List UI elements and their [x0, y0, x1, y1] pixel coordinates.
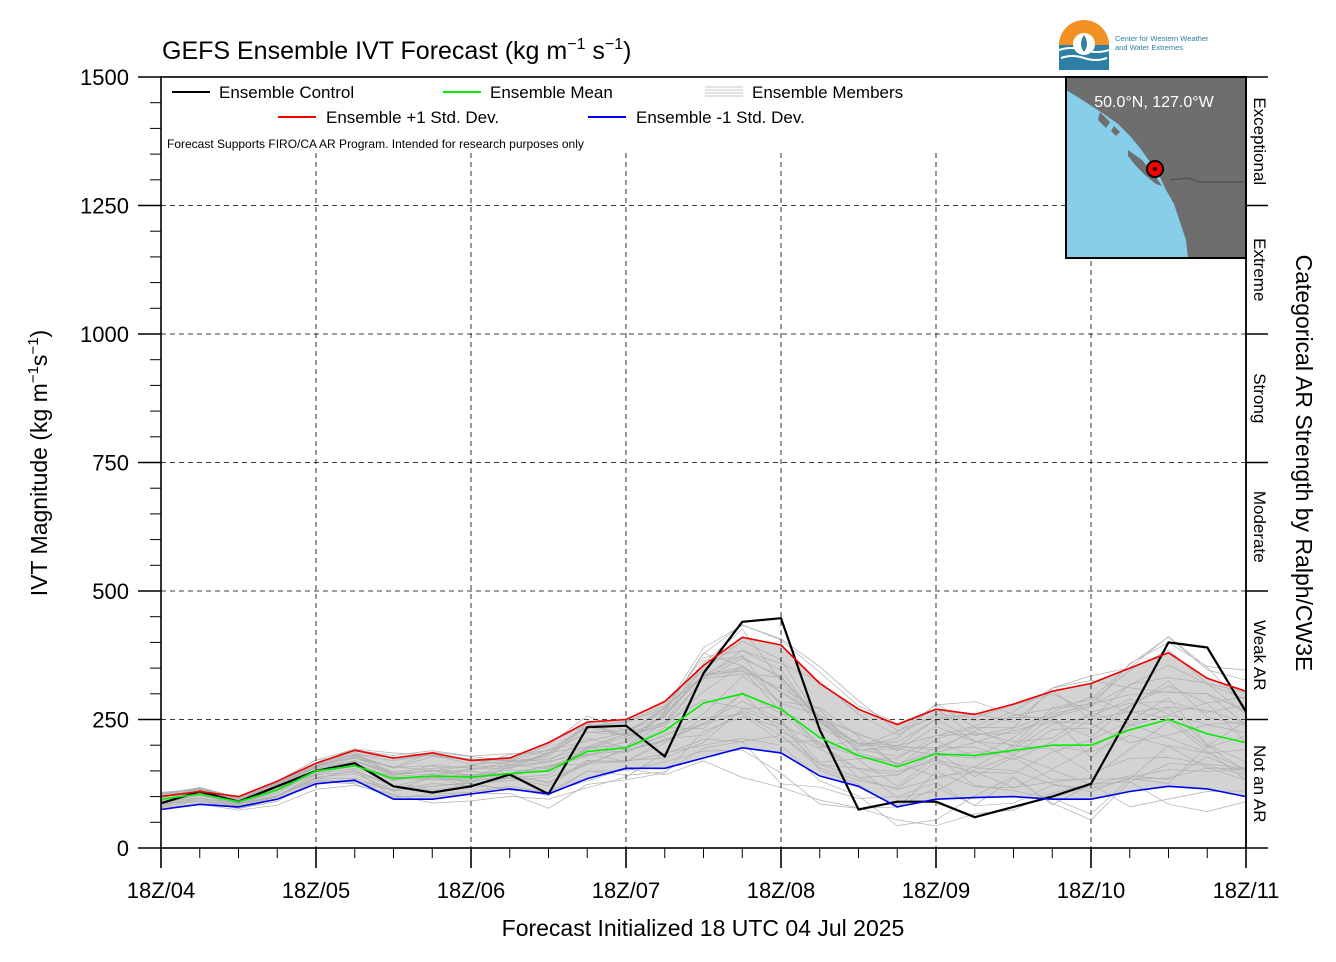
droplet-icon	[1081, 35, 1087, 52]
axes: 0 250 500 750 1000 1250 1500 18Z/04 18Z/05 18Z/06…	[80, 65, 1279, 903]
map-islets	[1098, 112, 1120, 136]
category-label: Not an AR	[1250, 745, 1269, 823]
y-tick-label: 0	[117, 836, 129, 861]
y-tick-label: 750	[92, 451, 129, 476]
legend-members-swatch	[705, 86, 743, 97]
series-lines	[160, 617, 1247, 819]
category-label: Weak AR	[1250, 620, 1269, 691]
right-axis-label: Categorical AR Strength by Ralph/CW3E	[1291, 255, 1317, 672]
y-axis-label: IVT Magnitude (kg m−1s−1)	[25, 330, 52, 596]
x-tick-label: 18Z/08	[747, 878, 816, 903]
x-tick-label: 18Z/07	[592, 878, 661, 903]
x-tick-label: 18Z/04	[127, 878, 196, 903]
logo-text-line1: Center for Western Weather	[1115, 34, 1209, 43]
ensemble-member-line	[160, 760, 1247, 827]
y-tick-label: 250	[92, 708, 129, 733]
legend-plus-std-label: Ensemble +1 Std. Dev.	[326, 108, 499, 127]
x-tick-label: 18Z/11	[1213, 878, 1280, 903]
ensemble-member-line	[160, 635, 1247, 799]
legend-mean-label: Ensemble Mean	[490, 83, 613, 102]
legend: Ensemble Control Ensemble Mean Ensemble …	[167, 83, 903, 151]
ensemble-member-line	[160, 713, 1247, 804]
ensemble-member-line	[160, 624, 1247, 800]
cw3e-logo: Center for Western Weather and Water Ext…	[1058, 20, 1209, 70]
ar-category-axis: Not an AR Weak AR Moderate Strong Extreme Exc…	[1245, 76, 1269, 849]
legend-control-label: Ensemble Control	[219, 83, 354, 102]
ensemble-control-line	[160, 617, 1247, 819]
location-map-inset: 50.0°N, 127.0°W	[1065, 76, 1247, 259]
ensemble-mean-line	[160, 693, 1247, 803]
ensemble-member-line	[160, 650, 1247, 798]
category-label: Strong	[1250, 373, 1269, 423]
ensemble-member-line	[160, 650, 1247, 798]
research-note: Forecast Supports FIRO/CA AR Program. In…	[167, 137, 584, 151]
x-tick-label: 18Z/09	[902, 878, 971, 903]
ensemble-1-std-dev-line	[160, 636, 1247, 798]
ensemble-member-line	[160, 738, 1247, 826]
x-axis-label: Forecast Initialized 18 UTC 04 Jul 2025	[502, 915, 905, 941]
ensemble-member-line	[160, 700, 1247, 809]
logo-text-line2: and Water Extremes	[1115, 43, 1183, 52]
ensemble-member-line	[160, 740, 1247, 810]
ensemble-member-line	[160, 636, 1247, 800]
y-tick-label: 1500	[80, 65, 129, 90]
legend-members-label: Ensemble Members	[752, 83, 903, 102]
map-frame	[1065, 76, 1247, 259]
location-marker-dot	[1153, 167, 1157, 171]
ensemble-1-std-dev-line	[160, 747, 1247, 811]
category-label: Moderate	[1250, 491, 1269, 563]
y-tick-label: 1000	[80, 322, 129, 347]
x-tick-label: 18Z/06	[437, 878, 506, 903]
y-tick-label: 500	[92, 579, 129, 604]
ensemble-member-line	[160, 665, 1247, 800]
ensemble-member-line	[160, 697, 1247, 805]
x-tick-label: 18Z/05	[282, 878, 351, 903]
category-label: Exceptional	[1250, 97, 1269, 185]
location-label: 50.0°N, 127.0°W	[1094, 94, 1214, 111]
map-border	[1169, 177, 1246, 183]
chart-title: GEFS Ensemble IVT Forecast (kg m−1 s−1)	[162, 36, 632, 65]
category-label: Extreme	[1250, 238, 1269, 301]
legend-minus-std-label: Ensemble -1 Std. Dev.	[636, 108, 805, 127]
x-tick-label: 18Z/10	[1057, 878, 1126, 903]
ensemble-member-line	[160, 675, 1247, 800]
y-tick-label: 1250	[80, 194, 129, 219]
